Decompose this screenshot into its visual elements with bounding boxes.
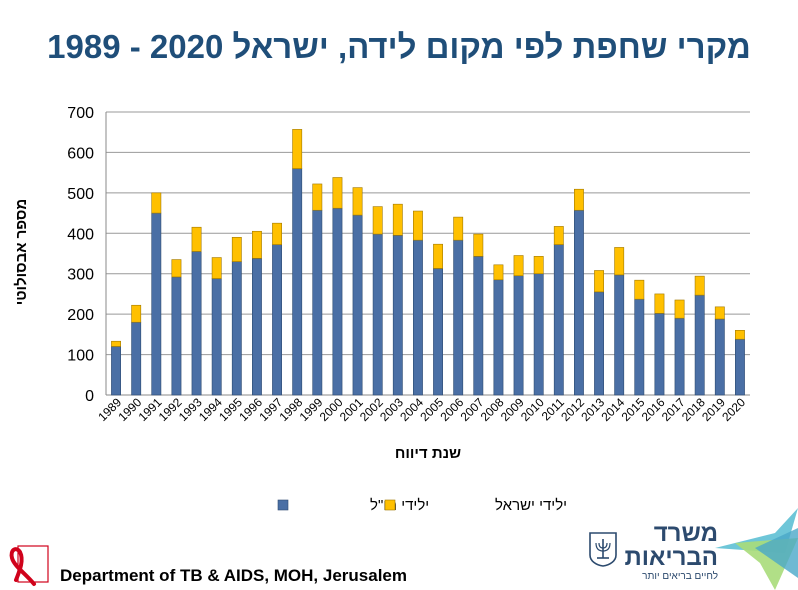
- bar-israel-born: [332, 177, 343, 209]
- bar-foreign-born: [131, 321, 142, 396]
- chart-title: מקרי שחפת לפי מקום לידה, ישראל 2020 - 19…: [47, 28, 751, 65]
- bar-israel-born: [111, 340, 121, 347]
- bar-israel-born: [714, 306, 725, 320]
- ministry-logo: משרד הבריאות לחיים בריאים יותר: [624, 520, 719, 584]
- state-emblem-icon: [589, 532, 617, 567]
- y-tick-label: 500: [67, 186, 94, 203]
- bar-foreign-born: [191, 251, 202, 396]
- logo-line-1: משרד: [653, 520, 718, 547]
- y-tick-label: 400: [67, 226, 94, 243]
- y-tick-label: 300: [67, 267, 94, 284]
- bar-israel-born: [272, 222, 282, 245]
- bar-foreign-born: [674, 317, 685, 396]
- bar-israel-born: [533, 256, 544, 275]
- y-tick-label: 100: [67, 348, 94, 365]
- ministry-logo-swoosh-icon: [715, 508, 798, 590]
- bar-foreign-born: [493, 279, 504, 396]
- bar-foreign-born: [654, 313, 665, 396]
- bar-israel-born: [191, 226, 202, 252]
- bar-foreign-born: [735, 338, 745, 396]
- bar-israel-born: [473, 233, 484, 257]
- bar-foreign-born: [714, 318, 725, 396]
- bar-foreign-born: [574, 209, 584, 396]
- y-tick-label: 700: [67, 105, 94, 122]
- bar-israel-born: [553, 226, 564, 245]
- bar-israel-born: [735, 330, 745, 340]
- bar-foreign-born: [694, 294, 705, 396]
- legend: ילידי חו"ל ילידי ישראל: [277, 497, 567, 514]
- bar-israel-born: [634, 279, 645, 300]
- bar-israel-born: [413, 210, 423, 241]
- bar-israel-born: [171, 259, 182, 278]
- grid-lines: [105, 111, 750, 396]
- bar-israel-born: [352, 187, 363, 216]
- bar-israel-born: [453, 216, 464, 241]
- bar-israel-born: [594, 270, 604, 293]
- bar-israel-born: [231, 237, 242, 262]
- bar-israel-born: [513, 255, 524, 277]
- logo-line-2: הבריאות: [624, 544, 719, 571]
- bar-foreign-born: [111, 346, 121, 396]
- bar-israel-born: [674, 299, 685, 319]
- x-axis-label: שנת דיווח: [395, 445, 461, 462]
- bar-israel-born: [312, 183, 323, 211]
- bar-israel-born: [252, 230, 262, 259]
- bar-foreign-born: [312, 209, 323, 396]
- bar-foreign-born: [332, 207, 343, 396]
- bar-foreign-born: [292, 168, 303, 396]
- y-tick-label: 200: [67, 307, 94, 324]
- bar-foreign-born: [171, 276, 182, 396]
- bar-israel-born: [372, 206, 383, 235]
- logo-line-3: לחיים בריאים יותר: [642, 571, 718, 582]
- bar-israel-born: [614, 247, 625, 276]
- y-axis-label: מספר אבסולוטי: [13, 199, 30, 306]
- bar-foreign-born: [372, 233, 383, 396]
- bar-israel-born: [433, 243, 443, 269]
- bar-foreign-born: [594, 291, 604, 396]
- y-tick-label: 0: [85, 388, 94, 405]
- bar-foreign-born: [272, 244, 282, 396]
- bar-foreign-born: [413, 239, 423, 396]
- legend-swatch-israel: [384, 499, 396, 511]
- x-tick-labels: 1989199019911992199319941995199619971998…: [95, 395, 748, 424]
- bar-foreign-born: [211, 278, 222, 396]
- legend-label-israel: ילידי ישראל: [495, 497, 567, 514]
- aids-ribbon-icon: [9, 545, 49, 586]
- bar-foreign-born: [433, 268, 443, 396]
- y-tick-label: 600: [67, 145, 94, 162]
- bar-foreign-born: [614, 274, 625, 396]
- bar-israel-born: [211, 257, 222, 279]
- bar-israel-born: [654, 293, 665, 314]
- bar-foreign-born: [553, 244, 564, 396]
- bar-israel-born: [151, 192, 162, 214]
- bar-israel-born: [292, 129, 303, 169]
- bar-foreign-born: [151, 212, 162, 396]
- bars: [111, 129, 745, 396]
- bar-foreign-born: [533, 273, 544, 396]
- bar-foreign-born: [231, 261, 242, 396]
- bar-foreign-born: [392, 235, 403, 396]
- bar-foreign-born: [634, 298, 645, 396]
- bar-foreign-born: [252, 258, 262, 396]
- bar-foreign-born: [453, 239, 464, 396]
- bar-israel-born: [493, 264, 504, 281]
- bar-israel-born: [392, 203, 403, 236]
- y-tick-labels: 0 100 200 300 400 500 600 700: [67, 105, 94, 405]
- bar-israel-born: [574, 188, 584, 211]
- bar-foreign-born: [352, 214, 363, 396]
- bar-foreign-born: [513, 275, 524, 396]
- bar-foreign-born: [473, 256, 484, 396]
- x-tick-label: 2020: [719, 395, 748, 424]
- legend-label-foreign: ילידי חו"ל: [370, 497, 429, 514]
- legend-swatch-foreign: [277, 499, 289, 511]
- stacked-bar-chart: 0 100 200 300 400 500 600 700 19891990199119921…: [13, 105, 750, 514]
- bar-israel-born: [131, 304, 142, 323]
- footer-department: Department of TB & AIDS, MOH, Jerusalem: [60, 566, 407, 585]
- bar-israel-born: [694, 275, 705, 296]
